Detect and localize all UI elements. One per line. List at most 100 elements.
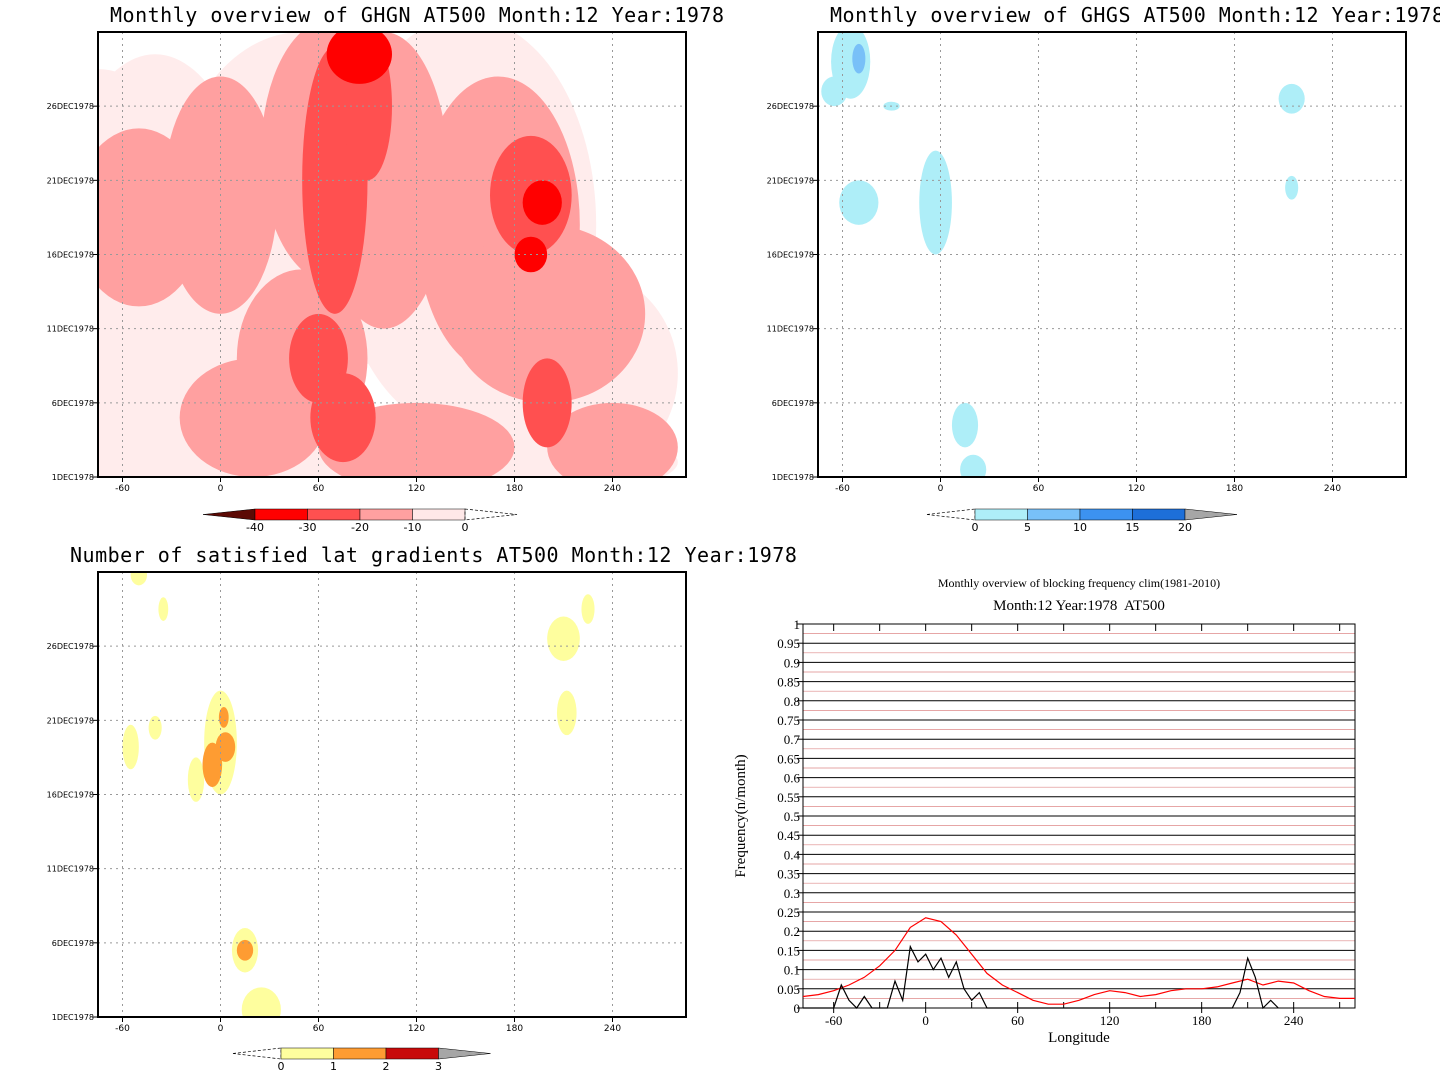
ghgs-panel: Monthly overview of GHGS AT500 Month:12 … — [720, 0, 1440, 545]
y-tick-label: 0.7 — [784, 732, 801, 747]
y-tick-label: 21DEC1978 — [47, 716, 94, 725]
contour-region — [852, 43, 866, 74]
colorbar-label: -30 — [299, 521, 317, 534]
x-tick-label: 240 — [604, 484, 621, 494]
y-tick-label: 26DEC1978 — [47, 642, 94, 651]
contour-region — [215, 732, 236, 762]
contour-region — [951, 402, 979, 448]
colorbar-label: 1 — [330, 1060, 337, 1073]
contour-region — [122, 724, 139, 770]
colorbar-label: 3 — [435, 1060, 442, 1073]
contour-region — [522, 180, 562, 225]
colorbar-swatch — [280, 1047, 334, 1060]
ghgs-chart: -60 0 60 120 180 240 1DEC1978 6DEC1978 11DEC1978… — [767, 31, 1407, 534]
contour-region — [547, 616, 580, 661]
y-tick-label: 21DEC1978 — [47, 176, 94, 185]
blocking-frequency-chart: 0 0.05 0.1 0.15 0.2 0.25 0.3 0.35 0.4 0.45 0.5 0.55… — [733, 617, 1356, 1046]
y-tick-label: 0.15 — [777, 943, 800, 958]
colorbar-swatch — [359, 508, 413, 521]
colorbar-label: 15 — [1126, 521, 1140, 534]
colorbar-swatch — [1184, 508, 1238, 521]
contour-region — [158, 597, 169, 621]
contour-region — [1278, 83, 1305, 114]
y-tick-label: 11DEC1978 — [47, 865, 94, 874]
x-tick-label: 120 — [1100, 1013, 1120, 1028]
x-axis-label: Longitude — [1048, 1030, 1110, 1046]
x-tick-label: 120 — [408, 484, 425, 494]
contour-region — [218, 706, 229, 728]
y-tick-label: 1DEC1978 — [52, 1013, 94, 1022]
colorbar-label: -20 — [351, 521, 369, 534]
contour-region — [1285, 175, 1299, 200]
colorbar-open-end — [926, 508, 976, 521]
blocking-frequency-title: Monthly overview of blocking frequency c… — [937, 576, 1221, 590]
colorbar-swatch — [438, 1047, 491, 1060]
colorbar-swatch — [974, 508, 1028, 521]
y-tick-label: 26DEC1978 — [47, 102, 94, 111]
contour-region — [821, 76, 848, 107]
y-tick-label: 16DEC1978 — [767, 251, 814, 260]
contour-region — [581, 594, 595, 624]
y-tick-label: 6DEC1978 — [52, 939, 94, 948]
lat-gradients-title: Number of satisfied lat gradients AT500 … — [70, 543, 798, 567]
y-tick-label: 11DEC1978 — [47, 325, 94, 334]
contour-region — [556, 690, 577, 736]
y-tick-label: 6DEC1978 — [52, 399, 94, 408]
x-tick-label: 0 — [922, 1013, 929, 1028]
y-tick-label: 16DEC1978 — [47, 791, 94, 800]
y-tick-label: 0.95 — [777, 636, 800, 651]
y-tick-label: 0.25 — [777, 905, 800, 920]
colorbar-label: 0 — [972, 521, 979, 534]
colorbar: 0 1 2 3 — [232, 1047, 491, 1073]
y-tick-label: 6DEC1978 — [772, 399, 814, 408]
colorbar-label: 10 — [1073, 521, 1087, 534]
y-tick-label: 11DEC1978 — [767, 325, 814, 334]
y-tick-label: 0.2 — [784, 924, 800, 939]
x-tick-label: -60 — [115, 1024, 130, 1034]
contour-region — [919, 150, 952, 255]
contour-layer — [98, 32, 678, 477]
x-tick-label: 120 — [408, 1024, 425, 1034]
x-tick-label: 60 — [1011, 1013, 1024, 1028]
monthly-frequency-line — [803, 944, 1279, 1010]
colorbar: 0 5 10 15 20 — [926, 508, 1238, 534]
y-tick-label: 1DEC1978 — [52, 473, 94, 482]
colorbar-open-end — [464, 508, 518, 521]
x-tick-label: -60 — [825, 1013, 842, 1028]
colorbar-swatch — [385, 1047, 439, 1060]
contour-region — [547, 402, 678, 477]
y-tick-label: 1 — [794, 617, 801, 632]
colorbar-swatch — [307, 508, 361, 521]
contour-region — [449, 224, 646, 403]
y-tick-label: 0.55 — [777, 790, 800, 805]
ghgn-chart: -60 0 60 120 180 240 1DEC1978 6DEC1978 11DEC1978… — [47, 31, 687, 534]
contour-region — [236, 939, 254, 961]
contour-region — [179, 358, 327, 477]
colorbar-open-end — [232, 1047, 282, 1060]
x-tick-label: -60 — [835, 484, 850, 494]
climatology-line — [802, 917, 1355, 1005]
y-tick-label: 0.6 — [784, 771, 801, 786]
ghgn-title: Monthly overview of GHGN AT500 Month:12 … — [110, 3, 725, 27]
colorbar-swatch — [254, 508, 308, 521]
y-tick-label: 0.45 — [777, 828, 800, 843]
colorbar-swatch — [1132, 508, 1186, 521]
contour-region — [960, 454, 987, 477]
x-tick-label: 180 — [1226, 484, 1243, 494]
contour-region — [241, 987, 281, 1017]
y-tick-label: 1DEC1978 — [772, 473, 814, 482]
colorbar-label: -40 — [246, 521, 264, 534]
y-tick-label: 21DEC1978 — [767, 176, 814, 185]
y-tick-label: 16DEC1978 — [47, 251, 94, 260]
blocking-frequency-panel: Monthly overview of blocking frequency c… — [720, 540, 1440, 1091]
ghgn-panel: Monthly overview of GHGN AT500 Month:12 … — [0, 0, 724, 545]
colorbar-swatch — [1027, 508, 1081, 521]
y-tick-label: 0.8 — [784, 694, 800, 709]
x-tick-label: 0 — [218, 484, 224, 494]
y-tick-label: 0 — [794, 1001, 801, 1016]
colorbar-swatch — [412, 508, 466, 521]
x-tick-label: 240 — [1284, 1013, 1304, 1028]
y-tick-label: 0.85 — [777, 675, 800, 690]
x-tick-label: -60 — [115, 484, 130, 494]
contour-region — [522, 358, 572, 448]
